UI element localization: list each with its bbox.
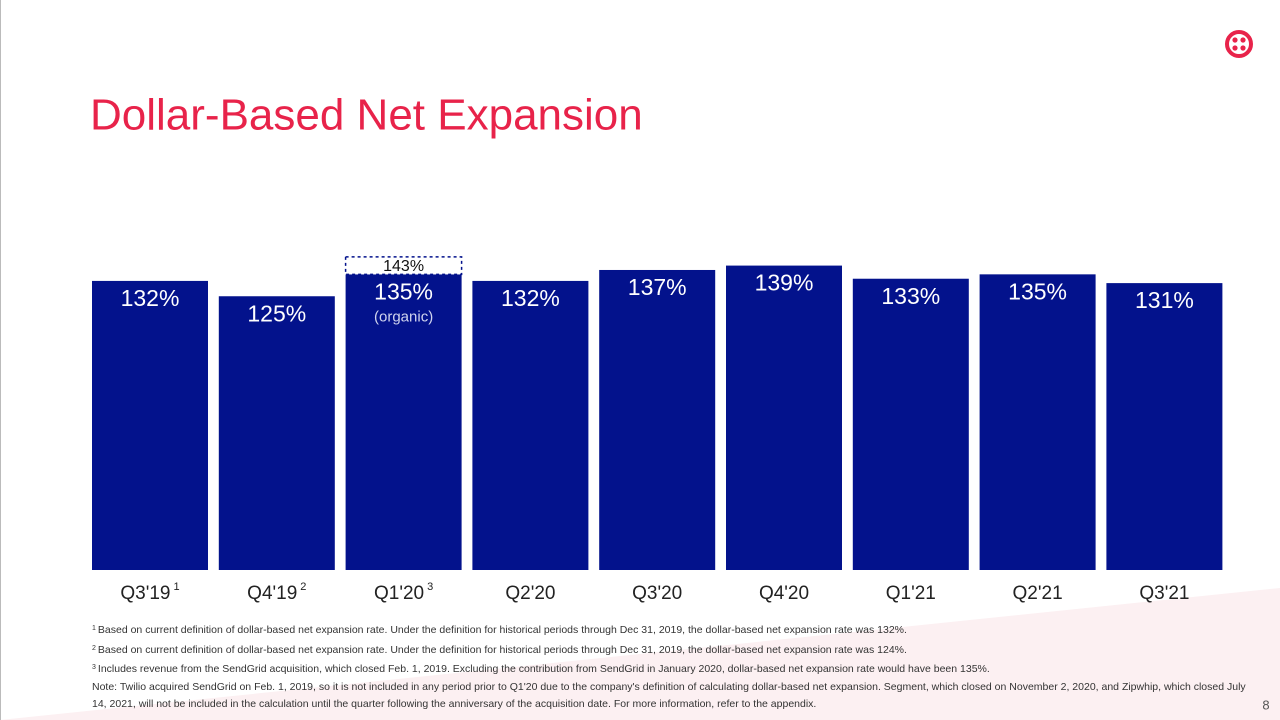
data-label: 135% [1008,278,1067,304]
bar [1106,283,1223,570]
footnote-mark: 1 [92,625,96,632]
bar [345,274,462,570]
data-label: 133% [881,283,940,309]
logo [1225,30,1253,58]
category: Q1'20 [374,583,424,604]
footnote: 1 Based on current definition of dollar-b… [92,620,1252,640]
x-tick-label: Q2'20 [505,583,555,604]
category: Q3'19 [120,583,170,604]
background-band [0,588,1280,720]
chart-title: Dollar-Based Net Expansion [90,91,643,140]
data-label: 132% [501,285,560,311]
bar [599,269,716,570]
x-tick-label: Q3'20 [632,583,682,604]
x-tick-label: Q4'19 2 [247,581,306,604]
x-tick-label: Q4'20 [759,583,809,604]
category: Q1'21 [886,583,936,604]
highlight-label: 143% [383,258,424,275]
footnote-mark: 2 [92,644,96,652]
x-tick-label: Q1'21 [886,583,936,604]
footnote-mark: 1 [173,581,179,593]
organic-highlight [344,256,463,276]
x-tick-label: Q3'19 1 [120,581,179,604]
bar [472,280,589,570]
page-number: 8 [1262,697,1269,712]
footnotes: 1 Based on current definition of dollar-b… [92,620,1252,714]
category: Q3'21 [1139,583,1189,604]
note: Note: Twilio acquired SendGrid on Feb. 1… [92,680,1246,711]
footnote: 3 Includes revenue from the SendGrid acqu… [92,659,1252,679]
category: Q3'20 [632,583,682,604]
footnote-text: Based on current definition of dollar-ba… [97,624,907,636]
data-label: 137% [628,274,687,300]
category: Q4'19 [247,583,297,604]
bar [852,278,969,570]
bar [726,265,842,570]
footnote-text: Based on current definition of dollar-ba… [97,643,907,656]
footnote-mark: 2 [300,581,306,593]
data-label: 132% [121,285,180,311]
data-label: 131% [1135,287,1194,313]
highlight-note: (organic) [374,308,433,325]
footnote-mark: 3 [92,664,96,671]
x-tick-label: Q1'20 3 [374,581,433,604]
footnote-text: Includes revenue from the SendGrid acqui… [97,663,990,675]
category: Q4'20 [759,583,809,604]
x-tick-label: Q3'21 [1139,583,1189,604]
category: Q2'21 [1013,583,1063,604]
data-label: 135% [374,278,433,304]
bar [218,296,335,570]
footnote: 2 Based on current definition of dollar-b… [92,640,1252,660]
footnote-mark: 3 [427,581,433,593]
data-label: 139% [755,270,814,296]
bar [92,280,208,570]
bar [979,274,1096,570]
x-tick-label: Q2'21 [1013,583,1063,604]
category: Q2'20 [505,583,555,604]
data-label: 125% [247,300,306,326]
